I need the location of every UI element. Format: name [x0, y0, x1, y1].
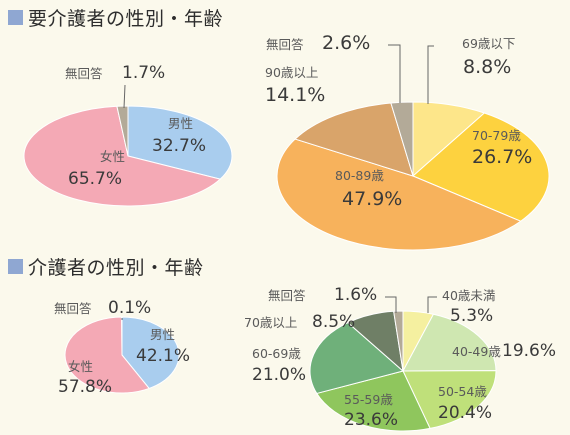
slice-value-label: 14.1%	[265, 84, 325, 106]
slice-label: 40歳未満	[442, 288, 495, 303]
pie-slice	[390, 101, 414, 177]
pie-slice	[393, 310, 404, 372]
pie-chart-1: 男性 32.7% 女性 65.7% 無回答 1.7%	[23, 63, 233, 207]
pie-slice	[402, 370, 497, 429]
slice-label: 無回答	[268, 288, 306, 303]
slice-label: 55-59歳	[344, 392, 393, 407]
slice-value-label: 21.0%	[252, 365, 306, 385]
pie-slice	[276, 138, 522, 251]
slice-value-label: 0.1%	[108, 298, 151, 318]
pie-slice	[127, 105, 233, 180]
slice-value-label: 42.1%	[136, 346, 190, 366]
pie-slice	[116, 105, 129, 157]
pie-chart-4: 40歳未満 5.3% 40-49歳 19.6% 50-54歳 20.4% 55-59歳 23.…	[244, 285, 556, 432]
section-title-text: 介護者の性別・年齢	[28, 257, 204, 279]
slice-label: 無回答	[266, 37, 304, 52]
slice-value-label: 47.9%	[342, 188, 402, 210]
slice-value-label: 19.6%	[502, 341, 556, 361]
slice-label: 50-54歳	[438, 384, 487, 399]
slice-value-label: 57.8%	[58, 377, 112, 397]
pie-chart-2: 69歳以下 8.8% 70-79歳 26.7% 80-89歳 47.9% 90歳以上 14.1…	[265, 32, 550, 251]
slice-label: 80-89歳	[335, 168, 384, 183]
leader-line	[385, 296, 397, 313]
slice-value-label: 5.3%	[450, 306, 493, 326]
title-marker-icon	[8, 259, 23, 274]
pie-slice	[309, 322, 405, 395]
slice-value-label: 2.6%	[322, 32, 370, 54]
slice-value-label: 26.7%	[472, 146, 532, 168]
pie-slice	[402, 313, 497, 372]
pie-slice	[121, 316, 180, 390]
leader-line	[388, 44, 401, 103]
slice-value-label: 8.8%	[463, 56, 511, 78]
section-title-care-recipients: 要介護者の性別・年齢	[8, 4, 223, 31]
title-marker-icon	[8, 10, 23, 25]
pie-slice	[412, 112, 550, 222]
leader-line	[123, 84, 126, 109]
slice-label: 男性	[168, 116, 193, 131]
pie-slice	[23, 105, 222, 207]
pie-chart-3: 男性 42.1% 女性 57.8% 無回答 0.1%	[54, 298, 190, 397]
section-title-text: 要介護者の性別・年齢	[28, 8, 224, 30]
slice-label: 女性	[68, 359, 93, 374]
section-title-caregivers: 介護者の性別・年齢	[8, 253, 204, 280]
slice-value-label: 8.5%	[312, 312, 355, 332]
slice-label: 男性	[150, 327, 175, 342]
slice-label: 60-69歳	[252, 346, 301, 361]
pie-slice	[315, 370, 431, 432]
slice-value-label: 20.4%	[438, 403, 492, 423]
slice-label: 無回答	[54, 301, 92, 316]
slice-value-label: 1.7%	[122, 63, 165, 83]
pie-slice	[294, 102, 414, 177]
slice-label: 70歳以上	[244, 315, 297, 330]
leader-line	[427, 296, 437, 313]
pie-slice	[64, 316, 150, 394]
slice-value-label: 65.7%	[68, 169, 122, 189]
slice-label: 無回答	[65, 66, 103, 81]
slice-value-label: 23.6%	[344, 410, 398, 430]
slice-label: 69歳以下	[462, 36, 515, 51]
leader-line	[427, 45, 434, 104]
slice-value-label: 32.7%	[152, 136, 206, 156]
slice-label: 女性	[100, 149, 125, 164]
slice-value-label: 1.6%	[334, 285, 377, 305]
slice-label: 40-49歳	[452, 344, 501, 359]
slice-label: 70-79歳	[472, 128, 521, 143]
slice-label: 90歳以上	[265, 65, 318, 80]
